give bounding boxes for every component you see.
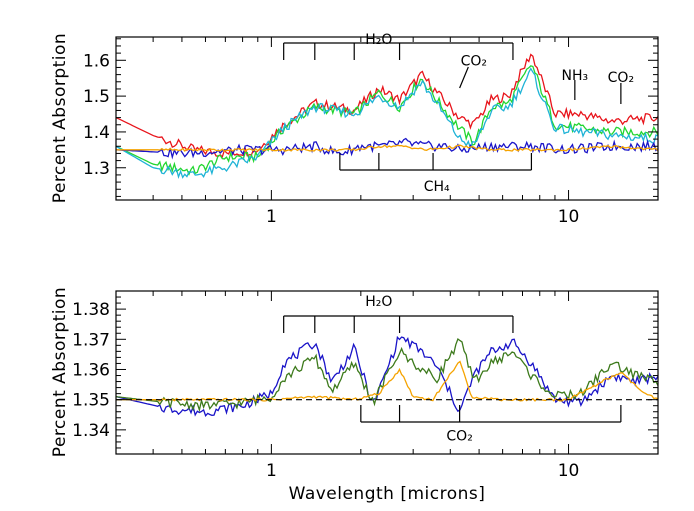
top-y-tick-label: 1.4 [83,123,110,143]
bottom-x-tick-label: 1 [266,461,277,481]
bottom-plot-frame [115,290,659,455]
bottom-x-tick-label: 10 [558,461,580,481]
top-annotation: CO₂ [461,54,487,70]
bottom-annotation: CO₂ [446,428,472,444]
top-y-tick-label: 1.6 [83,51,110,71]
bottom-y-tick-label: 1.37 [72,330,110,350]
bottom-y-tick-label: 1.36 [72,360,110,380]
top-annotation: NH₃ [562,68,589,84]
bottom-annotation: H₂O [365,294,392,310]
bottom-brackets [283,315,622,423]
bottom-series-orange [116,360,658,402]
bottom-y-tick-label: 1.34 [72,421,110,441]
top-series-red [116,53,658,158]
top-x-tick-label: 1 [266,207,277,227]
top-annotation: H₂O [365,32,392,48]
top-series-group [116,53,658,180]
top-x-tick-label: 10 [558,207,580,227]
bottom-panel: 1 10 1.34 1.35 1.36 1.37 1.38 Percent Absorpti… [50,287,659,504]
top-y-tick-label: 1.3 [83,159,110,179]
bottom-y-tick-label: 1.35 [72,391,110,411]
bottom-x-axis-label: Wavelength [microns] [289,484,486,504]
co2-pointer [459,66,469,89]
bottom-axis-ticks: 1 10 1.34 1.35 1.36 1.37 1.38 [72,290,659,481]
top-series-orange [116,144,658,153]
top-y-axis-label: Percent Absorption [50,33,70,203]
top-axis-ticks: 1 10 1.3 1.4 1.5 1.6 [83,37,659,227]
top-y-tick-label: 1.5 [83,87,110,107]
bottom-series-blue [116,335,658,417]
top-annotation: CO₂ [608,70,634,86]
bottom-series-group [116,335,658,417]
bottom-series-darkgreen [116,337,658,413]
top-brackets [283,42,622,171]
top-series-blue [116,137,658,160]
top-panel: 1 10 1.3 1.4 1.5 1.6 Percent Absorption H₂O CO… [50,32,659,227]
top-plot-frame [115,36,659,201]
top-annotation: CH₄ [424,179,450,195]
top-series-cyan [116,67,658,180]
bottom-y-axis-label: Percent Absorption [50,287,70,457]
bottom-annotations: H₂O CO₂ [365,294,473,444]
bottom-y-tick-label: 1.38 [72,300,110,320]
top-annotations: H₂O CO₂ NH₃ CO₂ CH₄ [365,32,634,195]
